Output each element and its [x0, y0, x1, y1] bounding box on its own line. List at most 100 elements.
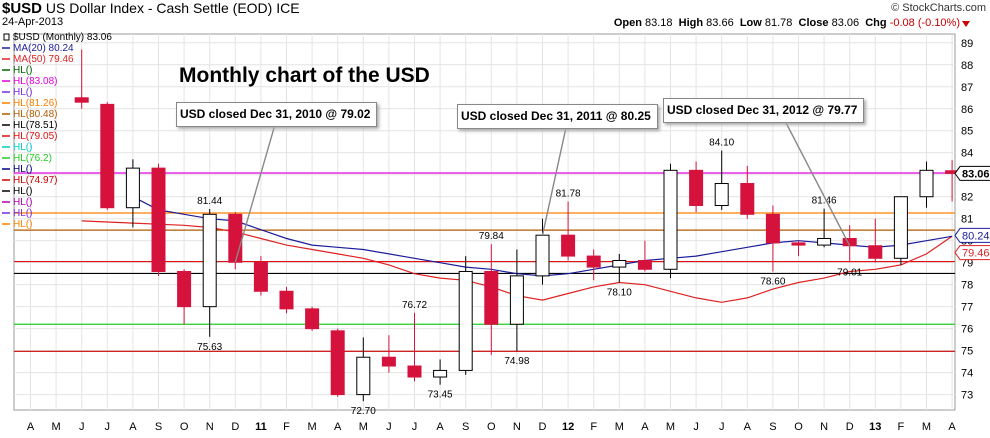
x-tick-label: M	[615, 421, 624, 433]
x-tick-label: J	[105, 421, 111, 433]
candle-body	[637, 259, 652, 270]
x-tick-label: A	[27, 421, 35, 433]
candle	[407, 312, 422, 382]
x-tick-label: S	[769, 421, 776, 433]
x-tick-label: S	[155, 421, 162, 433]
x-tick-label: 13	[869, 421, 881, 433]
x-tick-label: M	[922, 421, 931, 433]
y-tick-label: 82	[961, 192, 973, 204]
legend-item: HL(79.05)	[2, 131, 57, 142]
x-tick-label: A	[129, 421, 137, 433]
symbol-name: US Dollar Index - Cash Settle (EOD)	[45, 0, 273, 16]
x-tick-label: N	[206, 421, 214, 433]
candle	[740, 165, 755, 219]
candle-body	[433, 369, 448, 378]
legend-item: MA(50) 79.46	[2, 54, 74, 65]
candle	[663, 163, 678, 279]
candle	[484, 244, 499, 356]
candle	[765, 205, 780, 272]
candle	[125, 159, 140, 228]
legend-item: HL()	[2, 87, 32, 98]
candle	[586, 249, 601, 281]
candle-body	[586, 255, 601, 268]
candle	[433, 359, 448, 385]
legend-label: HL()	[13, 219, 32, 230]
candle	[919, 161, 934, 208]
close-label: Close	[798, 17, 829, 29]
price-label: 79.84	[479, 231, 504, 242]
chart-date: 24-Apr-2013	[2, 16, 64, 28]
candle	[458, 256, 473, 375]
candle	[330, 328, 345, 397]
legend-label: HL()	[13, 142, 32, 153]
low-value: 81.78	[764, 17, 793, 29]
y-tick-label: 75	[961, 346, 973, 358]
price-tag-text: 83.06	[962, 168, 990, 180]
legend-item: HL(83.08)	[2, 76, 57, 87]
price-tag-text: 80.24	[962, 230, 990, 242]
candle	[868, 218, 883, 263]
x-tick-label: 11	[255, 421, 267, 433]
candle-body	[714, 183, 729, 207]
y-tick-label: 85	[961, 126, 973, 138]
legend-item: HL(74.97)	[2, 175, 57, 186]
x-tick-label: D	[846, 421, 854, 433]
chart-title: Monthly chart of the USD	[179, 64, 430, 87]
chg-label: Chg	[865, 17, 887, 29]
candle-body	[868, 245, 883, 259]
chg-down-icon	[962, 21, 970, 27]
candle-body	[893, 196, 908, 259]
price-label: 78.60	[760, 276, 785, 287]
candle-body	[561, 234, 576, 257]
price-tag: 79.46	[954, 245, 990, 261]
y-tick-label: 89	[961, 38, 973, 50]
legend-label: HL(81.26)	[13, 98, 57, 109]
candle	[100, 102, 115, 210]
candle	[893, 196, 908, 265]
candle-body	[817, 237, 832, 246]
annotation-leader	[782, 116, 851, 247]
candle	[509, 249, 524, 352]
x-tick-label: J	[386, 421, 392, 433]
candle-body	[100, 103, 115, 209]
x-tick-label: A	[744, 421, 752, 433]
candle-body	[356, 356, 371, 396]
annotation-dec-2011: USD closed Dec 31, 2011 @ 80.25	[457, 104, 658, 129]
price-label: 74.98	[504, 356, 529, 367]
price-tag-text: 79.46	[962, 248, 990, 260]
candle-body	[484, 270, 499, 325]
price-label: 76.72	[402, 300, 427, 311]
ohlc-readout: Open 83.18 High 83.66 Low 81.78 Close 83…	[614, 17, 960, 29]
annotation-leader	[234, 120, 277, 263]
copyright-link[interactable]: © StockCharts.com	[891, 2, 986, 14]
x-tick-label: F	[590, 421, 597, 433]
x-tick-label: M	[308, 421, 317, 433]
price-tag: 83.06	[954, 165, 990, 181]
x-tick-label: A	[436, 421, 444, 433]
candle	[689, 161, 704, 213]
candle-body	[740, 183, 755, 215]
price-label: 81.78	[556, 189, 581, 200]
y-tick-label: 74	[961, 368, 973, 380]
candle	[817, 208, 832, 248]
candle	[177, 269, 192, 325]
candle-body	[381, 356, 396, 367]
x-tick-label: D	[231, 421, 239, 433]
annotation-dec-2012: USD closed Dec 31, 2012 @ 79.77	[663, 98, 865, 123]
x-tick-label: S	[462, 421, 469, 433]
symbol-header: $USD US Dollar Index - Cash Settle (EOD)…	[2, 0, 300, 17]
price-label: 79.01	[837, 267, 862, 278]
candle	[381, 335, 396, 373]
price-label: 73.45	[428, 390, 453, 401]
legend-item: HL()	[2, 219, 32, 230]
legend-label: HL()	[13, 186, 32, 197]
x-tick-label: O	[180, 421, 189, 433]
x-tick-label: D	[539, 421, 547, 433]
price-tag-box	[954, 227, 990, 243]
legend-item: HL()	[2, 186, 32, 197]
close-value: 83.06	[831, 17, 860, 29]
candle	[791, 240, 806, 257]
candle-body	[253, 261, 268, 292]
low-label: Low	[739, 17, 762, 29]
